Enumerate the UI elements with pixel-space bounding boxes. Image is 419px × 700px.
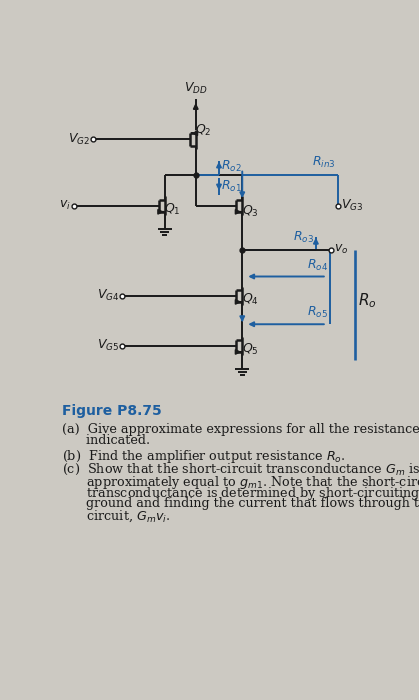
Text: $Q_5$: $Q_5$ (242, 342, 259, 357)
Text: ground and finding the current that flows through the short: ground and finding the current that flow… (62, 497, 419, 510)
Text: indicated.: indicated. (62, 434, 150, 447)
Text: $Q_1$: $Q_1$ (164, 202, 181, 217)
Text: $v_i$: $v_i$ (59, 199, 71, 212)
Text: transconductance is determined by short-circuiting $v_o$ to: transconductance is determined by short-… (62, 485, 419, 502)
Text: $Q_4$: $Q_4$ (242, 292, 259, 307)
Text: $R_{o2}$: $R_{o2}$ (221, 159, 242, 174)
Text: $Q_2$: $Q_2$ (195, 122, 212, 138)
Text: Figure P8.75: Figure P8.75 (62, 403, 161, 417)
Text: (a)  Give approximate expressions for all the resistances: (a) Give approximate expressions for all… (62, 423, 419, 436)
Text: $V_{G2}$: $V_{G2}$ (67, 132, 90, 147)
Text: $V_{G5}$: $V_{G5}$ (97, 338, 119, 354)
Text: $R_{o5}$: $R_{o5}$ (308, 305, 328, 321)
Text: circuit, $G_m v_i$.: circuit, $G_m v_i$. (62, 508, 170, 524)
Text: $R_{o3}$: $R_{o3}$ (293, 230, 314, 245)
Text: $R_{o4}$: $R_{o4}$ (307, 258, 328, 272)
Text: $Q_3$: $Q_3$ (242, 204, 259, 219)
Text: $V_{G4}$: $V_{G4}$ (97, 288, 119, 303)
Text: $V_{G3}$: $V_{G3}$ (341, 198, 363, 214)
Text: $R_{o1}$: $R_{o1}$ (221, 179, 242, 194)
Text: (b)  Find the amplifier output resistance $R_o$.: (b) Find the amplifier output resistance… (62, 448, 345, 466)
Text: $V_{DD}$: $V_{DD}$ (184, 81, 207, 97)
Text: $R_{in3}$: $R_{in3}$ (313, 155, 336, 170)
Text: approximately equal to $g_{m1}$. Note that the short-circuit: approximately equal to $g_{m1}$. Note th… (62, 474, 419, 491)
Text: (c)  Show that the short-circuit transconductance $G_m$ is: (c) Show that the short-circuit transcon… (62, 462, 419, 477)
Text: $R_o$: $R_o$ (358, 291, 376, 309)
Text: $v_o$: $v_o$ (334, 243, 349, 256)
